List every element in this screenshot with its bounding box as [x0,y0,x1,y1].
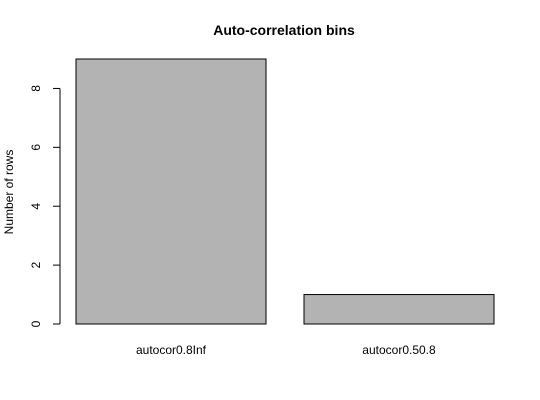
bar-1 [303,294,495,325]
y-tick-label: 2 [29,261,43,268]
bars-group [75,58,495,325]
y-axis: 0 2 4 6 8 [29,85,61,327]
y-tick-label: 0 [29,320,43,327]
y-tick-label: 4 [29,203,43,210]
y-tick-label: 6 [29,144,43,151]
x-tick-label: autocor0.8Inf [136,343,207,357]
x-tick-label: autocor0.50.8 [362,343,436,357]
y-axis-label: Number of rows [2,150,16,235]
x-tick-labels: autocor0.8Inf autocor0.50.8 [136,343,436,357]
y-tick-label: 8 [29,85,43,92]
chart-title: Auto-correlation bins [213,22,355,38]
bar-0 [75,58,267,325]
